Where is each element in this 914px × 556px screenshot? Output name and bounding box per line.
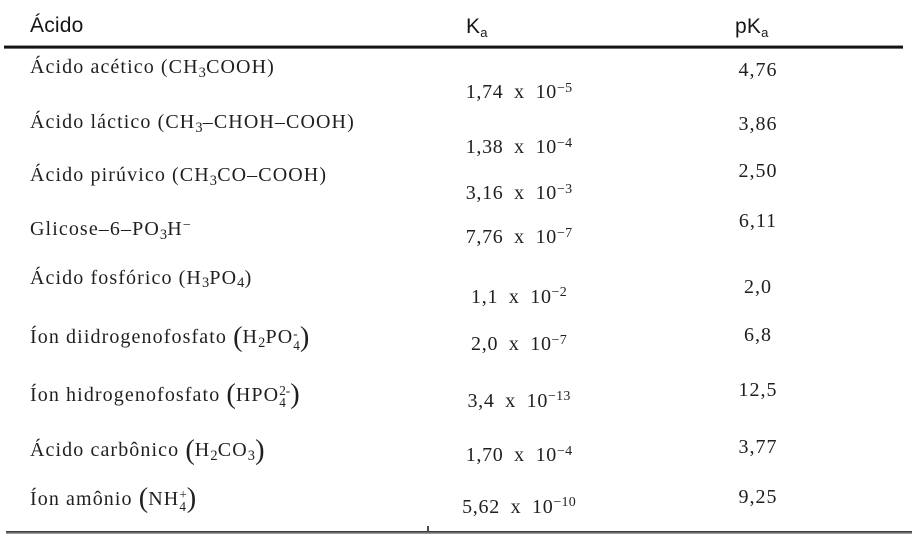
acid-name-cell: Ácido pirúvico (CH3CO–COOH) xyxy=(30,163,328,189)
ka-value-cell: 7,76 x 10−7 xyxy=(465,226,573,249)
pka-value-cell: 2,0 xyxy=(744,275,772,298)
pka-value-cell: 6,8 xyxy=(744,324,772,347)
table-row: Ácido acético (CH3COOH) 1,74 x 10−5 4,76 xyxy=(0,50,914,103)
ka-value-cell: 1,74 x 10−5 xyxy=(465,80,573,103)
ka-value-cell: 1,38 x 10−4 xyxy=(465,136,573,159)
acid-name-cell: Íon amônio (NH +4) xyxy=(30,483,197,515)
table-row: Glicose–6–PO3H− 7,76 x 10−7 6,11 xyxy=(0,210,914,263)
column-header-acido: Ácido xyxy=(30,14,84,37)
ka-value-cell: 2,0 x 10−7 xyxy=(471,332,567,356)
pka-value-cell: 3,77 xyxy=(738,436,778,459)
header-rule xyxy=(4,45,903,49)
ka-value-cell: 5,62 x 10−10 xyxy=(462,495,576,518)
acid-name-cell: Ácido láctico (CH3–CHOH–COOH) xyxy=(30,111,355,137)
table-body: Ácido acético (CH3COOH) 1,74 x 10−5 4,76 Ác… xyxy=(0,50,914,531)
ka-value-cell: 1,70 x 10−4 xyxy=(465,443,573,467)
pka-value-cell: 3,86 xyxy=(738,113,778,136)
bottom-rule xyxy=(6,531,912,534)
acid-name-cell: Ácido fosfórico (H3PO4) xyxy=(30,266,253,292)
pka-value-cell: 6,11 xyxy=(738,210,778,233)
pka-value-cell: 12,5 xyxy=(738,378,778,401)
table-row: Ácido láctico (CH3–CHOH–COOH) 1,38 x 10−4… xyxy=(0,103,914,159)
table-row: Ácido fosfórico (H3PO4) 1,1 x 10−2 2,0 xyxy=(0,264,914,317)
acid-name-cell: Íon diidrogenofosfato (H2PO -4) xyxy=(30,322,310,354)
table-row: Ácido pirúvico (CH3CO–COOH) 3,16 x 10−3 2,… xyxy=(0,157,914,210)
acid-name-cell: Ácido carbônico (H2CO3) xyxy=(30,434,265,466)
ka-value-cell: 3,4 x 10−13 xyxy=(467,389,571,412)
pka-value-cell: 9,25 xyxy=(738,485,778,508)
column-header-pka: pKa xyxy=(735,15,769,40)
ka-value-cell: 1,1 x 10−2 xyxy=(471,285,567,308)
table-row: Íon diidrogenofosfato (H2PO -4) 2,0 x 10−7… xyxy=(0,317,914,370)
column-header-ka: Ka xyxy=(466,15,488,40)
acid-name-cell: Glicose–6–PO3H− xyxy=(30,218,191,244)
table-row: Ácido carbônico (H2CO3) 1,70 x 10−4 3,77 xyxy=(0,424,914,477)
table-row: Íon amônio (NH +4) 5,62 x 10−10 9,25 xyxy=(0,478,914,531)
bottom-rule-tick xyxy=(427,526,429,532)
acid-name-cell: Íon hidrogenofosfato (HPO 2- 4) xyxy=(30,379,300,411)
acid-name-cell: Ácido acético (CH3COOH) xyxy=(30,56,275,81)
table-row: Íon hidrogenofosfato (HPO 2- 4) 3,4 x 10−13… xyxy=(0,371,914,424)
ka-value-cell: 3,16 x 10−3 xyxy=(465,181,573,204)
pka-value-cell: 4,76 xyxy=(738,59,778,81)
pka-value-cell: 2,50 xyxy=(738,159,778,182)
